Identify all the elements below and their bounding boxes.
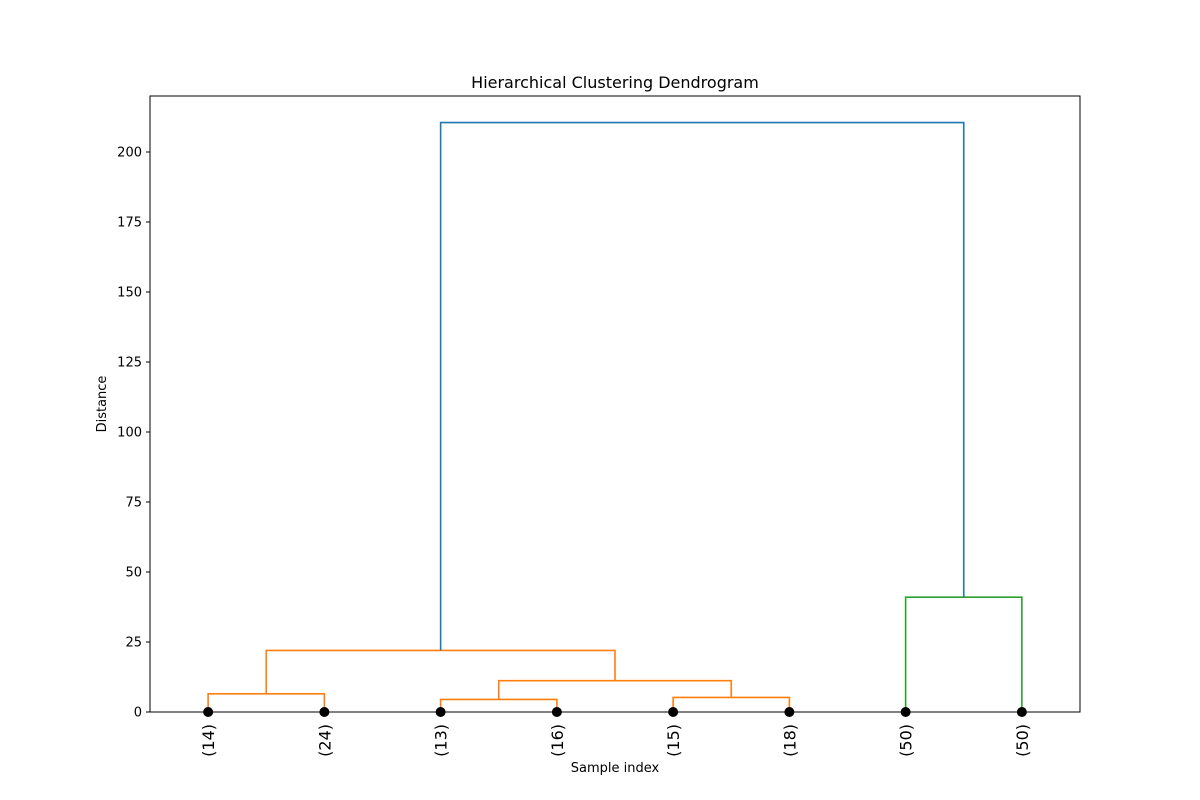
y-tick-label: 75: [125, 496, 142, 511]
x-tick-label: (50): [897, 724, 916, 757]
y-tick-label: 25: [125, 636, 142, 651]
y-tick-label: 175: [117, 216, 142, 231]
y-tick-label: 100: [117, 426, 142, 441]
y-axis-label: Distance: [95, 376, 110, 433]
dendrogram-link-4: [497, 679, 733, 700]
x-tick-label: (50): [1013, 724, 1032, 757]
x-tick-label: (15): [664, 724, 683, 757]
dendrogram-link-5: [265, 649, 616, 694]
y-axis-ticks: 0 25 50 75 100 125 150 175 200: [117, 146, 150, 721]
dendrogram-link-6: [904, 596, 1023, 712]
x-tick-label: (24): [315, 724, 334, 757]
dendrogram-link-7: [439, 121, 965, 651]
dendrogram-link-2: [439, 698, 558, 712]
x-tick-label: (16): [548, 724, 567, 757]
dendrogram-link-1: [207, 692, 326, 712]
x-tick-label: (14): [199, 724, 218, 757]
x-axis-label: Sample index: [571, 761, 660, 776]
y-tick-label: 50: [125, 566, 142, 581]
y-tick-label: 0: [134, 706, 142, 721]
dendrogram-links: [207, 121, 1023, 712]
y-tick-label: 150: [117, 286, 142, 301]
x-axis-ticks: (14) (24) (13) (16) (15) (18) (50) (50): [199, 712, 1032, 757]
x-tick-label: (13): [432, 724, 451, 757]
x-tick-label: (18): [780, 724, 799, 757]
plot-frame: [149, 95, 1081, 713]
chart-title: Hierarchical Clustering Dendrogram: [471, 73, 759, 92]
dendrogram-link-3: [672, 696, 791, 712]
y-tick-label: 125: [117, 356, 142, 371]
y-tick-label: 200: [117, 146, 142, 161]
